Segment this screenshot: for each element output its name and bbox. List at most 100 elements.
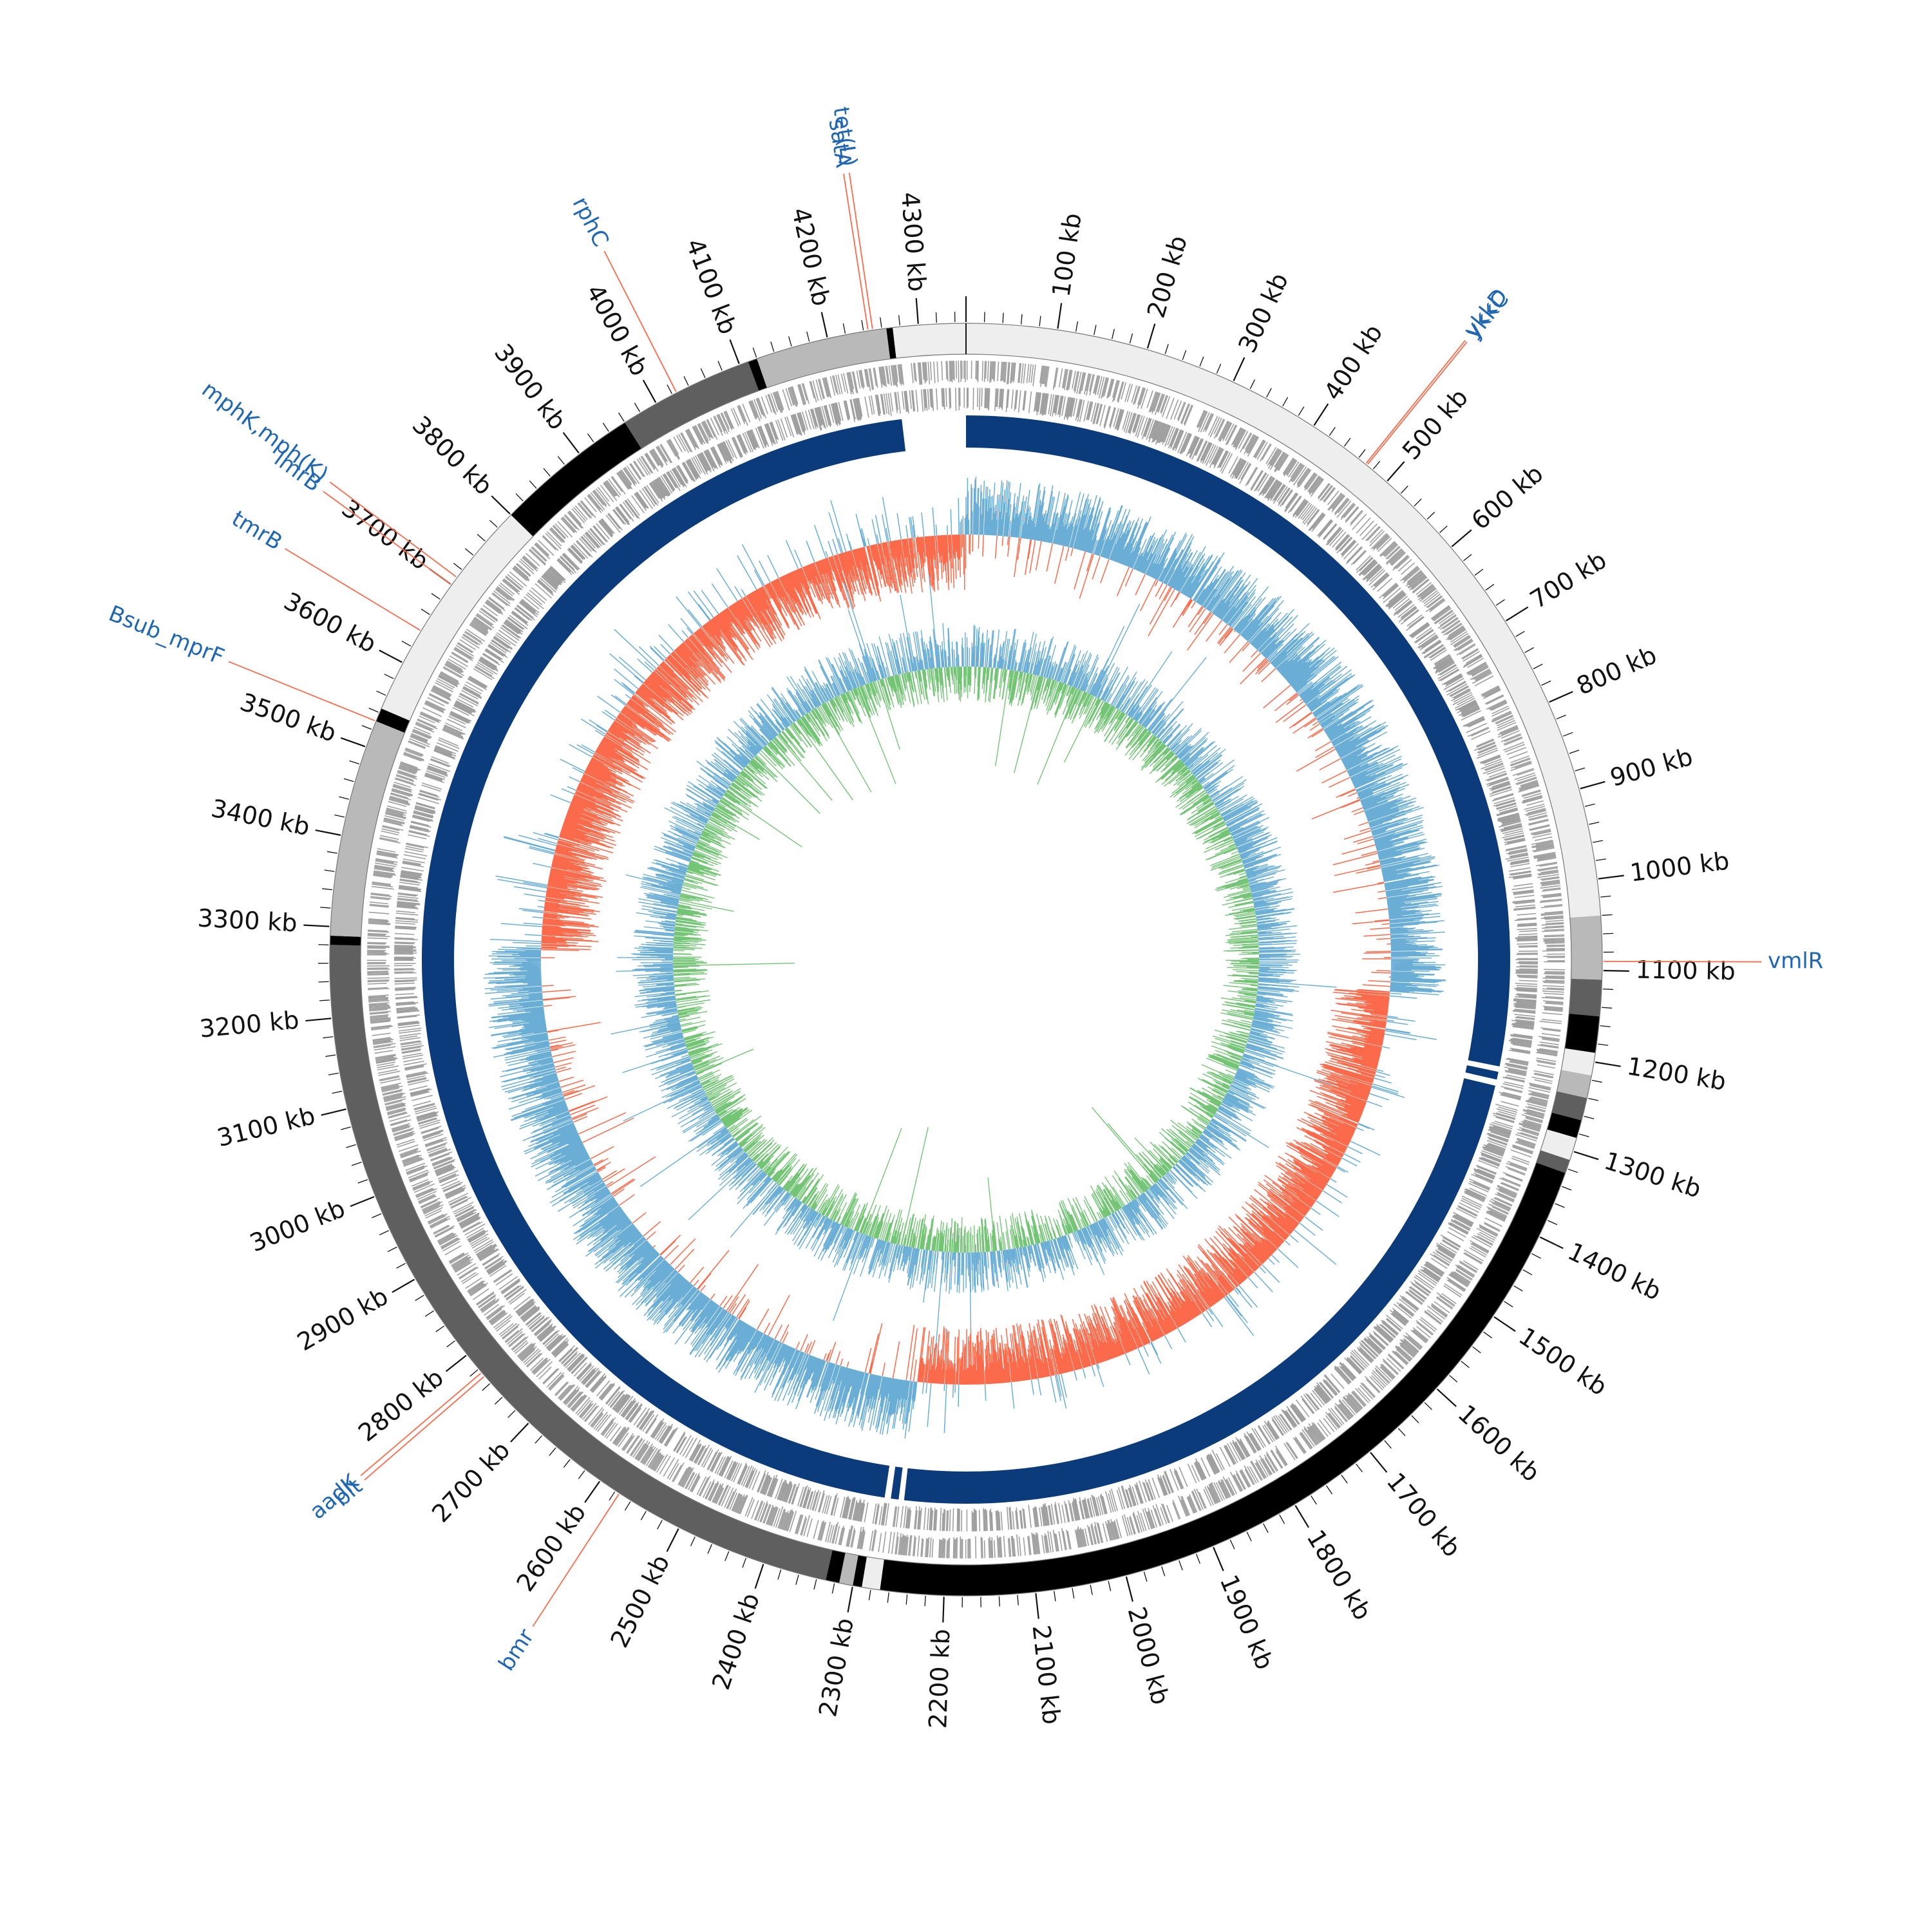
minor-tick — [1595, 858, 1606, 861]
major-tick — [392, 1278, 415, 1293]
minor-tick — [887, 1592, 889, 1603]
minor-tick — [376, 690, 386, 696]
contig-segment-10 — [880, 1162, 1566, 1596]
minor-tick — [323, 1036, 334, 1039]
gc-skew-positive — [611, 575, 1337, 1352]
major-tick — [379, 649, 402, 663]
tick-label-1800: 1800 kb — [1302, 1525, 1378, 1625]
tick-label-1100: 1100 kb — [1636, 956, 1736, 986]
minor-tick — [1591, 1079, 1602, 1083]
minor-tick — [341, 1126, 351, 1130]
minor-tick — [935, 312, 937, 323]
minor-tick — [1329, 426, 1336, 436]
minor-tick — [700, 368, 706, 378]
minor-tick — [482, 1383, 491, 1391]
major-tick — [1549, 690, 1573, 703]
major-tick — [1580, 781, 1605, 790]
tick-label-3700: 3700 kb — [337, 494, 434, 576]
contig-segment-25 — [893, 323, 966, 359]
minor-tick — [435, 1325, 445, 1332]
minor-tick — [795, 1575, 799, 1585]
major-tick — [754, 1564, 764, 1589]
major-tick — [1313, 403, 1329, 426]
minor-tick — [690, 1536, 696, 1546]
minor-tick — [372, 1213, 382, 1218]
major-tick — [847, 1586, 853, 1613]
gene-pointer-satA — [843, 173, 869, 330]
minor-tick — [1513, 1285, 1523, 1292]
tick-label-3000: 3000 kb — [246, 1194, 349, 1257]
minor-tick — [868, 1589, 871, 1600]
minor-tick — [563, 1459, 571, 1468]
tick-label-3400: 3400 kb — [209, 794, 312, 841]
minor-tick — [361, 724, 372, 730]
major-tick — [491, 495, 511, 515]
minor-tick — [1541, 680, 1551, 686]
gc-content-positive — [483, 477, 1446, 1439]
minor-tick — [742, 1557, 747, 1568]
tick-label-1500: 1500 kb — [1513, 1321, 1612, 1401]
contig-segment-2 — [1569, 978, 1602, 1017]
contig-segment-8 — [1540, 1129, 1577, 1160]
contig-segment-4 — [1561, 1048, 1596, 1076]
gene-pointer-blt — [364, 1376, 484, 1481]
major-tick — [729, 339, 740, 365]
gene-label-Bsub_mprF: Bsub_mprF — [105, 601, 228, 670]
minor-tick — [469, 1369, 478, 1377]
major-tick — [1035, 1593, 1039, 1619]
minor-tick — [1600, 1025, 1611, 1028]
contig-segment-11 — [862, 1557, 884, 1590]
cds-feature-rings — [366, 360, 1566, 1559]
contig-ring — [329, 323, 1603, 1596]
minor-tick — [624, 1501, 631, 1511]
minor-tick — [1548, 1220, 1558, 1226]
gene-pointer-aadK — [360, 1372, 482, 1476]
resistance-gene-labels: ykkDykkCvmlRbmrbltaadKBsub_mprFtmrBlmrBm… — [105, 105, 1823, 1675]
major-tick — [1370, 1452, 1388, 1473]
minor-tick — [1249, 379, 1255, 390]
minor-tick — [1325, 1485, 1333, 1495]
major-tick — [1573, 1151, 1599, 1160]
minor-tick — [717, 361, 723, 371]
minor-tick — [1263, 1523, 1269, 1533]
minor-tick — [1602, 914, 1613, 916]
minor-tick — [1567, 1168, 1578, 1173]
minor-tick — [1598, 1043, 1609, 1046]
contig-segment-16 — [330, 935, 361, 946]
minor-tick — [328, 1072, 339, 1075]
minor-tick — [507, 1410, 516, 1418]
minor-tick — [464, 548, 474, 556]
tick-label-700: 700 kb — [1525, 545, 1611, 614]
contig-segment-23 — [757, 328, 891, 388]
minor-tick — [1584, 803, 1595, 807]
minor-tick — [1533, 663, 1543, 670]
minor-tick — [515, 493, 524, 502]
minor-tick — [343, 778, 354, 782]
minor-tick — [806, 331, 810, 342]
minor-tick — [1449, 1375, 1458, 1383]
minor-tick — [368, 708, 379, 713]
minor-tick — [1143, 1571, 1148, 1582]
minor-tick — [1584, 1115, 1595, 1119]
gene-label-rphC: rphC — [567, 193, 614, 251]
minor-tick — [1298, 406, 1305, 416]
major-tick — [350, 1196, 375, 1208]
minor-tick — [320, 907, 331, 909]
minor-tick — [578, 1470, 585, 1479]
cds-ring-1 — [393, 387, 1539, 1532]
minor-tick — [339, 796, 349, 800]
minor-tick — [431, 592, 440, 600]
minor-tick — [1039, 316, 1041, 327]
major-tick — [1125, 1576, 1133, 1602]
minor-tick — [777, 1569, 782, 1580]
minor-tick — [1397, 1428, 1406, 1436]
minor-tick — [657, 1520, 663, 1530]
minor-tick — [1384, 1440, 1392, 1449]
major-tick — [340, 737, 366, 748]
backbone-segment-1 — [1465, 1065, 1499, 1080]
minor-tick — [1229, 1539, 1235, 1549]
major-tick — [915, 298, 919, 324]
minor-tick — [707, 1544, 712, 1554]
minor-tick — [1589, 822, 1600, 825]
tick-label-3800: 3800 kb — [407, 410, 498, 500]
